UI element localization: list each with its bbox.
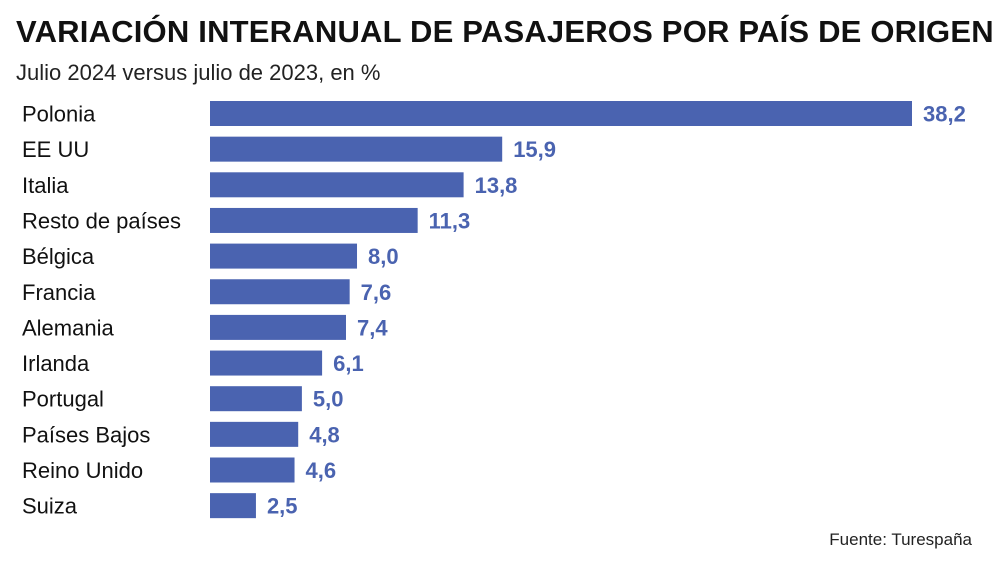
- category-label: EE UU: [22, 137, 89, 162]
- bar: [210, 314, 346, 340]
- source-note: Fuente: Turespaña: [829, 530, 972, 549]
- category-label: Bélgica: [22, 244, 95, 269]
- category-label: Suiza: [22, 494, 78, 519]
- value-label: 2,5: [267, 494, 298, 519]
- value-label: 6,1: [333, 351, 364, 376]
- chart-title: VARIACIÓN INTERANUAL DE PASAJEROS POR PA…: [16, 14, 994, 49]
- bar: [210, 279, 350, 305]
- value-label: 7,6: [361, 280, 392, 305]
- category-label: Italia: [22, 173, 69, 198]
- bar: [210, 207, 418, 233]
- category-label: Países Bajos: [22, 422, 150, 447]
- category-label: Alemania: [22, 315, 114, 340]
- category-label: Polonia: [22, 102, 96, 127]
- category-label: Francia: [22, 280, 96, 305]
- bar: [210, 421, 299, 447]
- value-label: 11,3: [429, 208, 471, 233]
- category-label: Irlanda: [22, 351, 90, 376]
- value-label: 4,6: [306, 458, 337, 483]
- value-label: 8,0: [368, 244, 399, 269]
- bar: [210, 136, 503, 162]
- value-label: 5,0: [313, 387, 344, 412]
- bar: [210, 350, 323, 376]
- value-label: 4,8: [309, 422, 340, 447]
- value-label: 38,2: [923, 102, 966, 127]
- bar: [210, 243, 358, 269]
- chart-subtitle: Julio 2024 versus julio de 2023, en %: [16, 60, 381, 85]
- bars-layer: Polonia 38,2 EE UU 15,9 Italia 13,8 Resto de p…: [22, 101, 966, 519]
- category-label: Reino Unido: [22, 458, 143, 483]
- value-label: 13,8: [475, 173, 518, 198]
- category-label: Portugal: [22, 387, 104, 412]
- bar: [210, 386, 302, 412]
- bar: [210, 172, 464, 198]
- value-label: 15,9: [513, 137, 556, 162]
- category-label: Resto de países: [22, 208, 181, 233]
- bar: [210, 493, 256, 519]
- bar: [210, 457, 295, 483]
- bar: [210, 101, 912, 126]
- value-label: 7,4: [357, 315, 388, 340]
